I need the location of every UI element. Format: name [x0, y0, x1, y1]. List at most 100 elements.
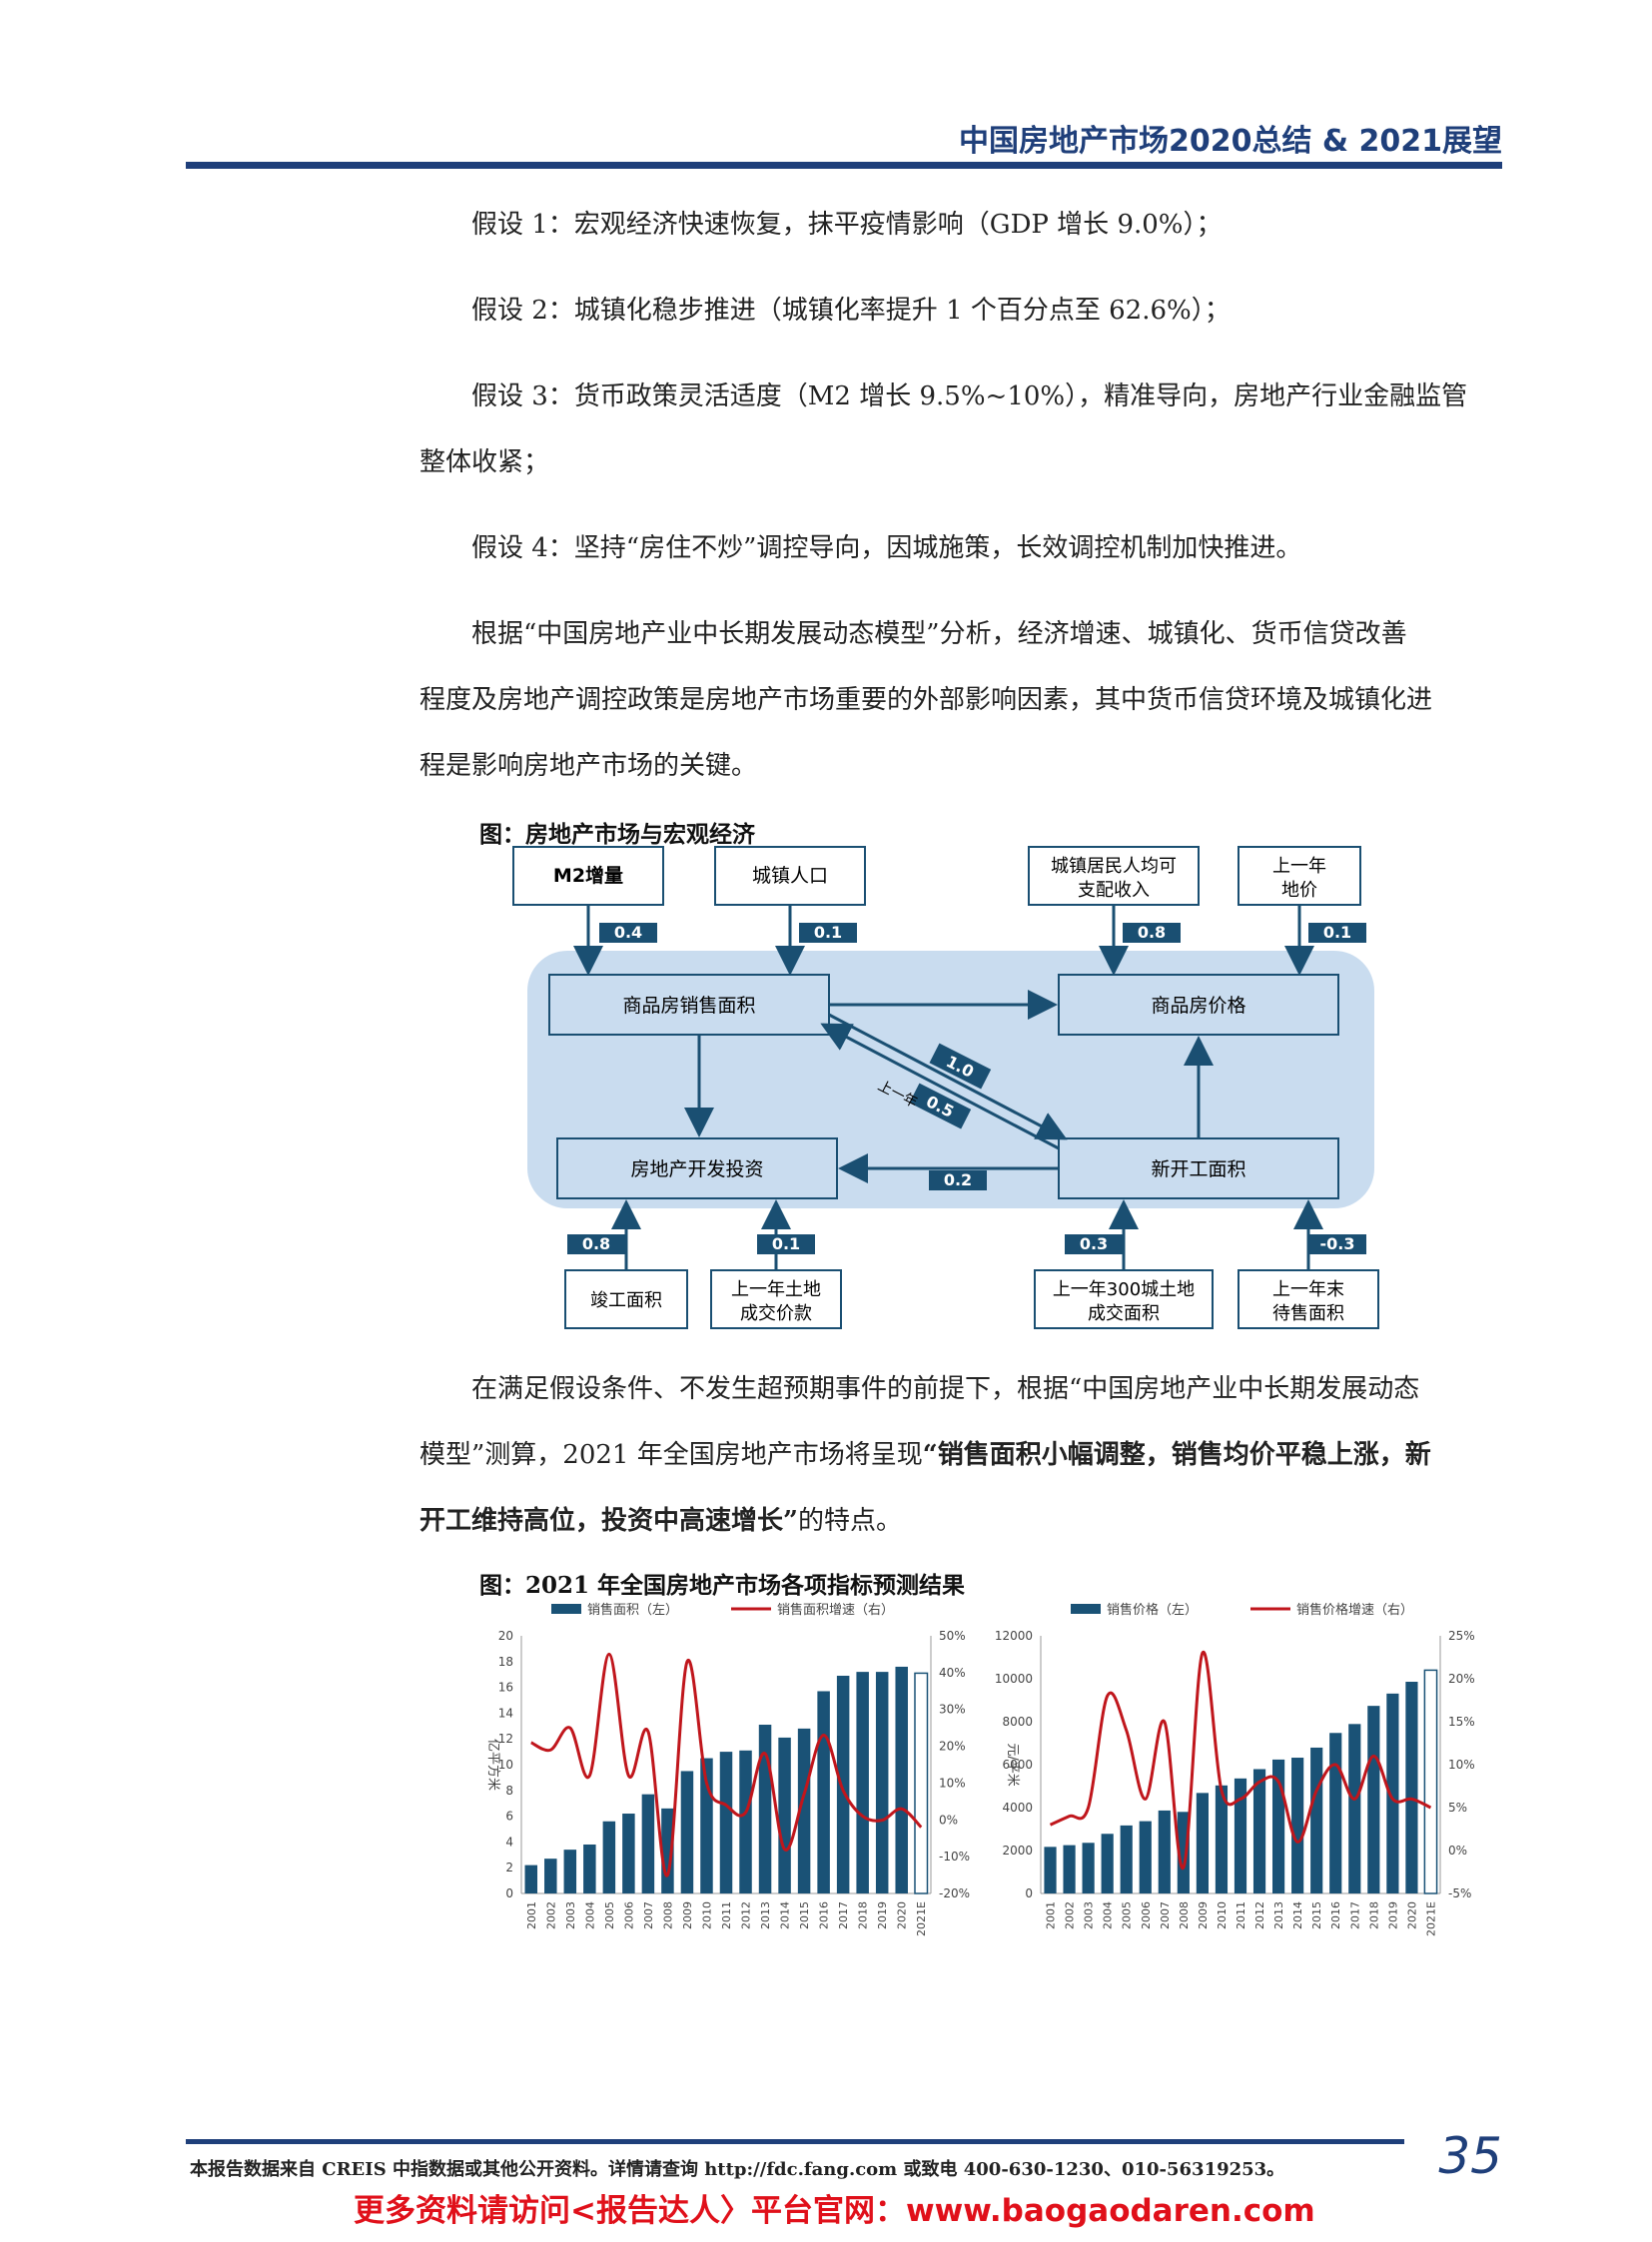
bar-2011	[719, 1752, 733, 1893]
growth-line	[1049, 1651, 1432, 1869]
y2-tick-label: 5%	[1448, 1801, 1467, 1815]
y2-tick-label: 40%	[939, 1666, 966, 1680]
bar-2019	[1386, 1693, 1399, 1893]
node-land-300-area: 上一年300城土地 成交面积	[1034, 1269, 1214, 1329]
paragraph-assumption-3: 假设 3：货币政策灵活适度（M2 增长 9.5%~10%），精准导向，房地产行业…	[419, 381, 1468, 477]
svg-text:城镇人口: 城镇人口	[752, 865, 828, 887]
bar-2014	[778, 1737, 791, 1893]
bar-2005	[1120, 1825, 1133, 1893]
y-tick-label: 4000	[1002, 1801, 1033, 1815]
y2-tick-label: -10%	[939, 1850, 970, 1864]
x-tick-label: 2012	[740, 1901, 753, 1929]
bar-2006	[1139, 1821, 1152, 1893]
y2-tick-label: 25%	[1448, 1629, 1475, 1643]
sales-price-chart: 0 2000 4000 6000 8000 10000 12000 -5% 0% 5% 10% 15%…	[995, 1602, 1475, 1936]
node-disposable-income: 城镇居民人均可 支配收入	[1028, 846, 1200, 906]
y2-tick-label: 0%	[939, 1813, 958, 1827]
x-tick-label: 2011	[720, 1901, 733, 1929]
promo-link[interactable]: 更多资料请访问<报告达人〉平台官网：www.baogaodaren.com	[354, 2193, 1315, 2229]
weight-urban-population: 0.1	[799, 923, 857, 943]
node-m2: M2增量	[512, 846, 664, 906]
bar-2006	[622, 1814, 635, 1893]
weight-completed: 0.8	[567, 1234, 625, 1254]
y-tick-label: 4	[505, 1835, 513, 1849]
x-tick-label: 2016	[1329, 1901, 1342, 1929]
svg-text:待售面积: 待售面积	[1272, 1303, 1344, 1324]
bar-2013	[758, 1725, 772, 1893]
bar-2003	[563, 1850, 577, 1893]
x-tick-label: 2005	[1121, 1901, 1134, 1929]
x-tick-label: 2004	[583, 1901, 596, 1929]
y-tick-label: 12000	[995, 1629, 1033, 1643]
x-tick-label: 2002	[1064, 1901, 1077, 1929]
x-tick-label: 2015	[798, 1901, 811, 1929]
y-tick-label: 8	[505, 1784, 513, 1798]
x-tick-label: 2020	[896, 1901, 909, 1929]
svg-text:0.2: 0.2	[944, 1170, 972, 1189]
x-tick-label: 2017	[1348, 1901, 1361, 1929]
node-investment: 房地产开发投资	[556, 1137, 838, 1199]
svg-text:商品房销售面积: 商品房销售面积	[622, 995, 755, 1017]
x-tick-label: 2002	[544, 1901, 557, 1929]
y2-tick-label: 30%	[939, 1703, 966, 1717]
bar-2002	[544, 1859, 557, 1893]
y-axis-label: 元/平米	[1005, 1743, 1020, 1786]
bar-2021E	[1423, 1669, 1438, 1894]
x-tick-label: 2017	[837, 1901, 850, 1929]
bar-2017	[836, 1675, 850, 1893]
x-tick-label: 2009	[681, 1901, 694, 1929]
footer-rule	[186, 2139, 1404, 2144]
y-tick-label: 10000	[995, 1672, 1033, 1686]
x-tick-label: 2021E	[1424, 1901, 1437, 1936]
svg-text:地价: 地价	[1281, 880, 1317, 901]
bar-2017	[1348, 1724, 1361, 1893]
weight-income: 0.8	[1123, 923, 1181, 943]
header-rule	[186, 162, 1502, 169]
svg-text:0.8: 0.8	[582, 1234, 610, 1253]
weight-new-to-invest: 0.2	[929, 1170, 987, 1190]
x-tick-label: 2018	[857, 1901, 870, 1929]
paragraph-assumption-1: 假设 1：宏观经济快速恢复，抹平疫情影响（GDP 增长 9.0%）；	[471, 210, 1223, 240]
bar-2004	[1101, 1834, 1114, 1893]
x-tick-label: 2007	[642, 1901, 655, 1929]
bar-2003	[1082, 1843, 1095, 1893]
bar-2019	[875, 1672, 889, 1893]
paragraph-forecast: 在满足假设条件、不发生超预期事件的前提下，根据“中国房地产业中长期发展动态 模型”…	[419, 1374, 1431, 1536]
footer-note: 本报告数据来自 CREIS 中指数据或其他公开资料。详情请查询 http://f…	[190, 2159, 1285, 2180]
legend-label-line: 销售价格增速（右）	[1296, 1602, 1413, 1618]
diagram-title: 图：房地产市场与宏观经济	[479, 821, 755, 848]
y-tick-label: 16	[498, 1681, 513, 1695]
x-tick-label: 2006	[622, 1901, 635, 1929]
bar-2010	[1215, 1785, 1229, 1893]
paragraph-assumption-4: 假设 4：坚持“房住不炒”调控导向，因城施策，长效调控机制加快推进。	[471, 533, 1302, 563]
x-tick-label: 2005	[603, 1901, 616, 1929]
bar-2014	[1291, 1758, 1304, 1893]
weight-m2: 0.4	[599, 923, 657, 943]
y2-tick-label: 50%	[939, 1629, 966, 1643]
legend-swatch-bars	[551, 1604, 581, 1614]
svg-text:0.1: 0.1	[1323, 923, 1351, 942]
bar-2007	[641, 1794, 655, 1893]
bar-2018	[1367, 1706, 1380, 1893]
bar-2012	[1252, 1769, 1266, 1893]
x-tick-label: 2019	[876, 1901, 889, 1929]
svg-text:支配收入: 支配收入	[1078, 880, 1150, 901]
x-tick-label: 2008	[661, 1901, 674, 1929]
y-tick-label: 0	[505, 1886, 513, 1900]
x-tick-label: 2016	[818, 1901, 831, 1929]
charts-title: 图：2021 年全国房地产市场各项指标预测结果	[479, 1572, 966, 1599]
y-tick-label: 8000	[1002, 1715, 1033, 1729]
bar-2009	[680, 1771, 694, 1893]
bar-2015	[1310, 1747, 1323, 1893]
svg-text:0.1: 0.1	[814, 923, 842, 942]
y2-tick-label: 10%	[939, 1776, 966, 1790]
svg-text:上一年末: 上一年末	[1272, 1279, 1344, 1300]
y2-tick-label: -5%	[1448, 1886, 1471, 1900]
x-tick-label: 2012	[1253, 1901, 1266, 1929]
bar-2016	[1329, 1733, 1342, 1893]
svg-text:成交价款: 成交价款	[740, 1303, 812, 1324]
market-macro-diagram: M2增量 城镇人口 城镇居民人均可 支配收入 上一年 地价 0.4 0.1 0.…	[512, 846, 1379, 1329]
svg-text:成交面积: 成交面积	[1088, 1303, 1160, 1324]
y-tick-label: 6000	[1002, 1758, 1033, 1772]
bar-2005	[602, 1821, 616, 1893]
